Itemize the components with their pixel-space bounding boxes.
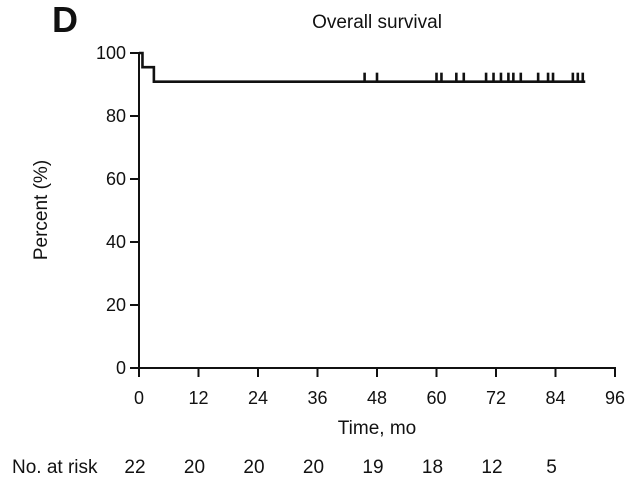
y-tick-label: 40 [106, 232, 126, 252]
at-risk-count: 19 [362, 457, 383, 478]
at-risk-label: No. at risk [12, 457, 98, 478]
x-tick-label: 12 [188, 388, 208, 408]
panel-label: D [52, 0, 78, 40]
y-tick-label: 60 [106, 169, 126, 189]
x-tick-label: 96 [605, 388, 625, 408]
chart-title: Overall survival [312, 12, 442, 33]
x-tick-label: 84 [545, 388, 565, 408]
y-tick-label: 20 [106, 295, 126, 315]
x-tick-label: 72 [486, 388, 506, 408]
at-risk-count: 22 [124, 457, 145, 478]
x-tick-label: 36 [307, 388, 327, 408]
x-tick-label: 0 [134, 388, 144, 408]
at-risk-count: 20 [243, 457, 264, 478]
at-risk-count: 20 [303, 457, 324, 478]
at-risk-count: 18 [422, 457, 443, 478]
x-tick-label: 60 [426, 388, 446, 408]
x-tick-label: 48 [367, 388, 387, 408]
at-risk-count: 20 [184, 457, 205, 478]
x-tick-label: 24 [248, 388, 268, 408]
at-risk-count: 5 [546, 457, 557, 478]
y-axis-label: Percent (%) [31, 159, 52, 261]
y-tick-label: 80 [106, 106, 126, 126]
y-tick-label: 0 [116, 358, 126, 378]
y-tick-label: 100 [96, 43, 126, 63]
x-axis-label: Time, mo [337, 418, 417, 439]
at-risk-count: 12 [481, 457, 502, 478]
survival-curve [139, 51, 586, 83]
